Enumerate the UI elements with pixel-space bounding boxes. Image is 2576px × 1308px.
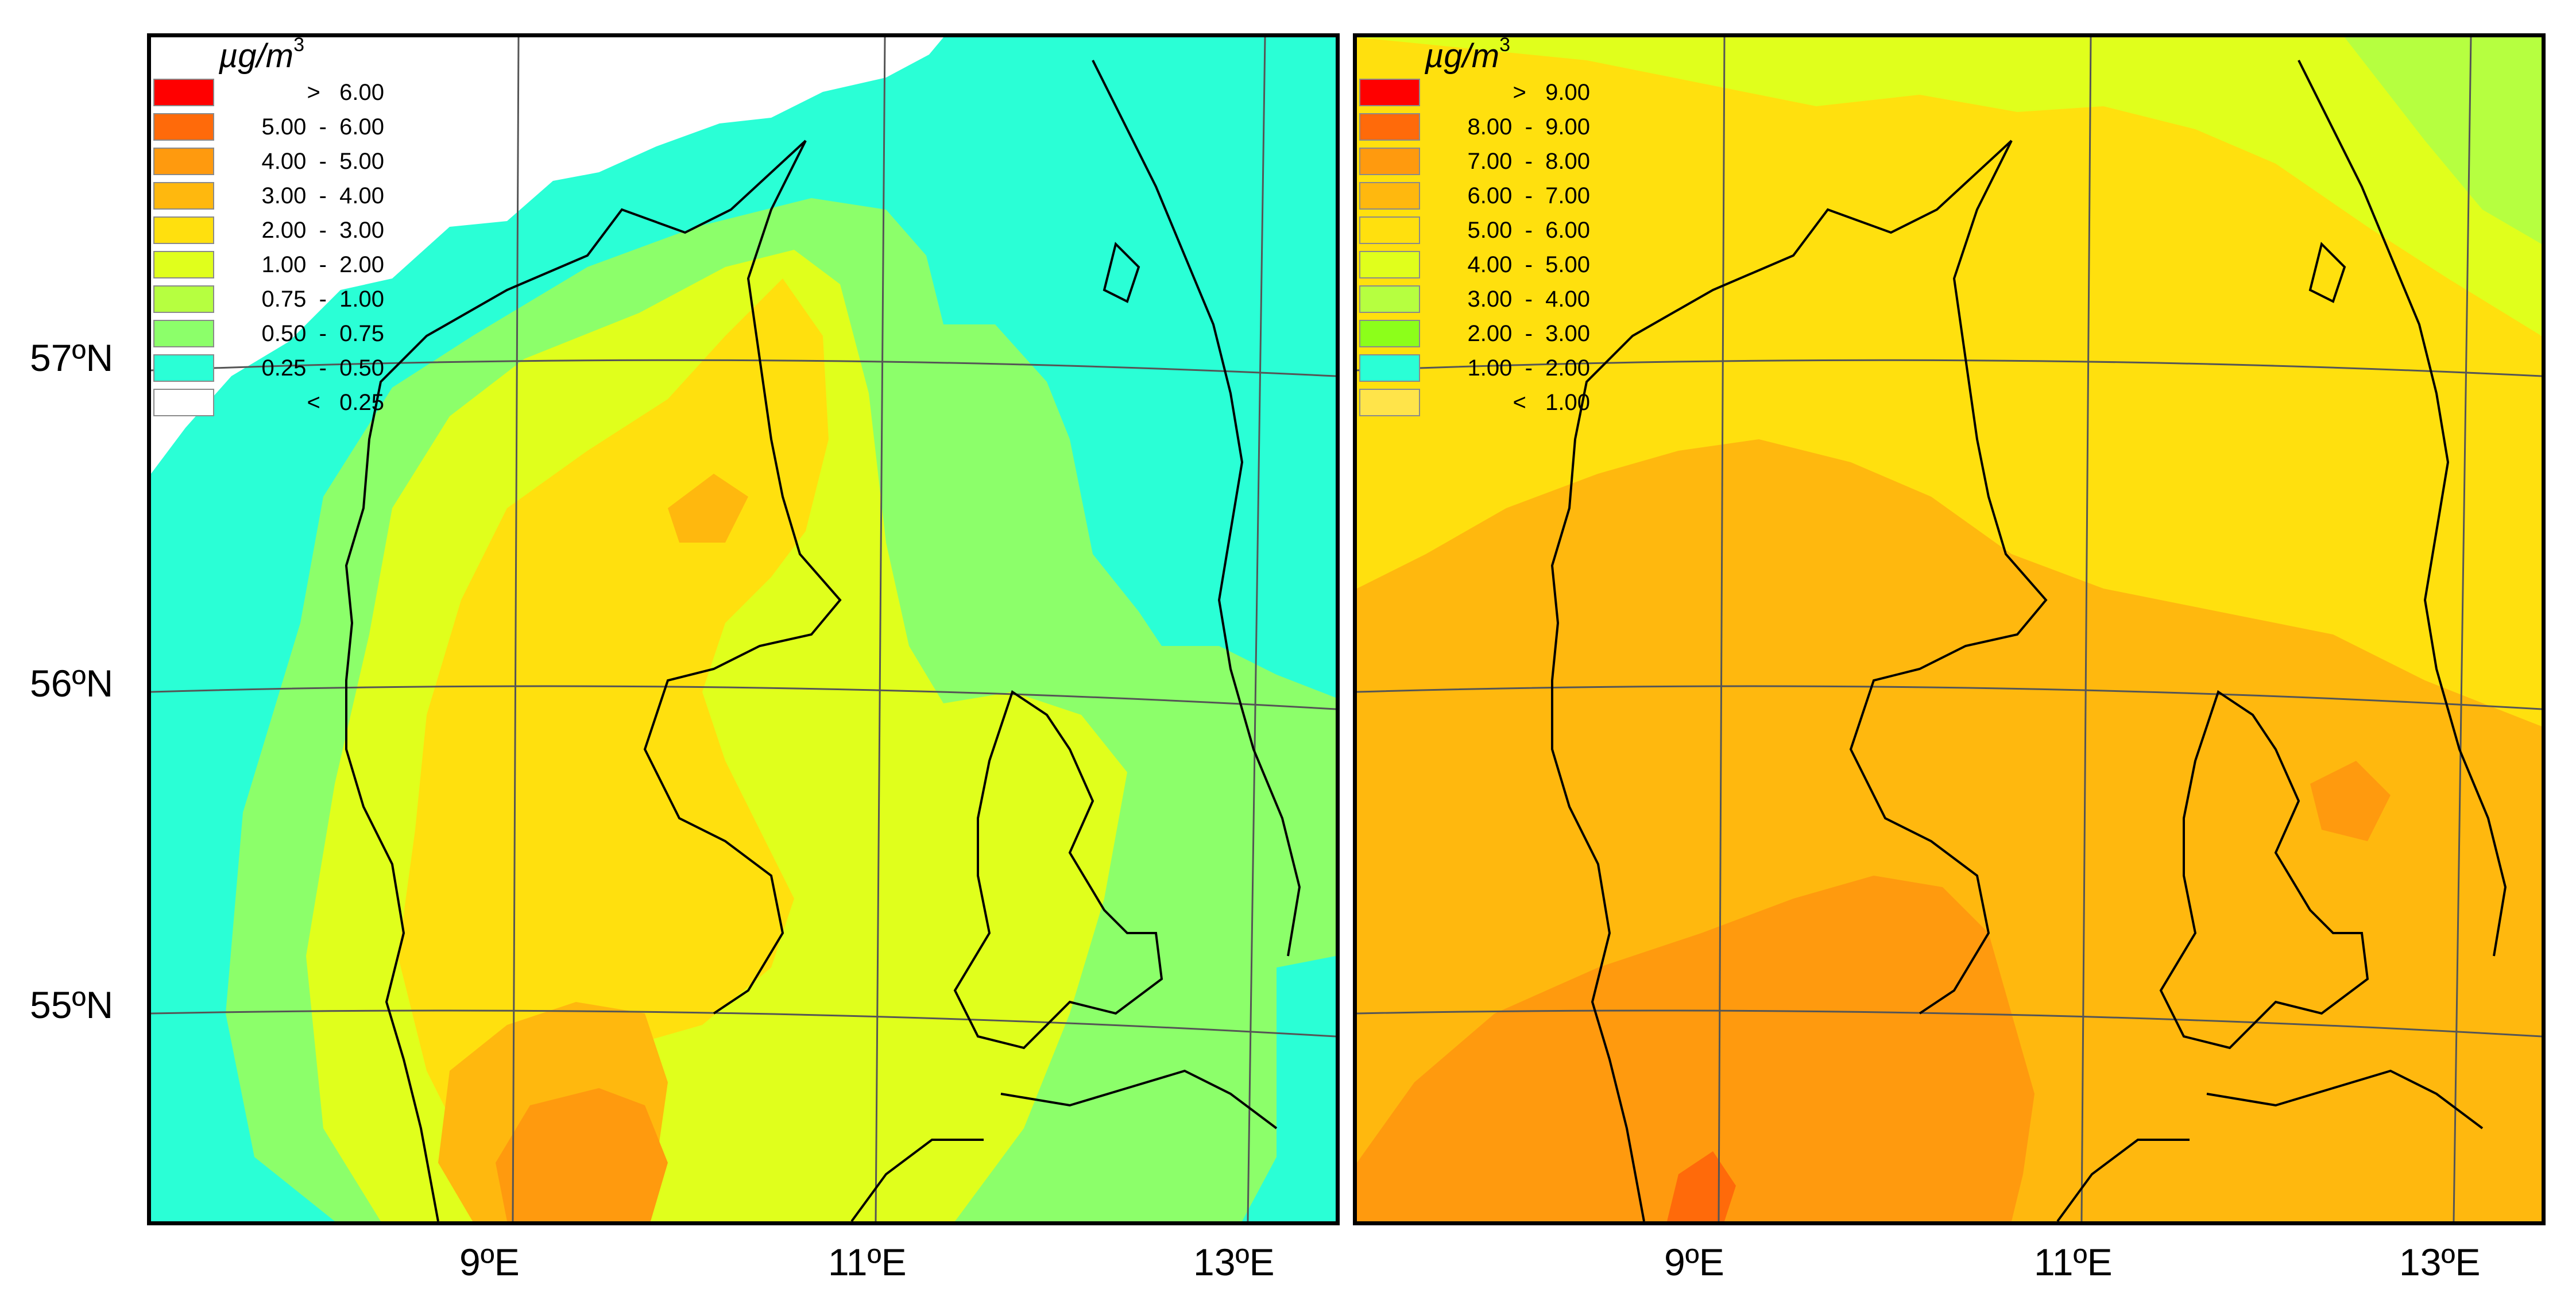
legend-label: 4.00 - 5.00 — [261, 149, 384, 174]
legend-swatch — [1359, 148, 1420, 175]
coastline-right — [1550, 60, 2507, 1221]
legend-swatch — [1359, 354, 1420, 382]
legend-label: 2.00 - 3.00 — [261, 218, 384, 243]
legend-label: 1.00 - 2.00 — [1467, 355, 1590, 381]
legend-row: 5.00 - 6.00 — [1359, 214, 1600, 246]
legend-label: 0.25 - 0.50 — [261, 355, 384, 381]
legend-label: < 1.00 — [1513, 390, 1590, 415]
legend-row: 0.50 - 0.75 — [153, 318, 394, 350]
legend-swatch — [1359, 389, 1420, 416]
legend-label: 0.50 - 0.75 — [261, 321, 384, 346]
lat-label-56n: 56ºN — [30, 662, 114, 705]
concentration-map-left: µg/m3 > 6.00 5.00 - 6.00 4.00 - 5.00 3.00 -… — [147, 33, 1340, 1225]
legend-label: 0.75 - 1.00 — [261, 287, 384, 312]
legend-swatch — [153, 79, 214, 106]
legend-label: 7.00 - 8.00 — [1467, 149, 1590, 174]
field-band-4b — [668, 474, 748, 543]
legend-label: 5.00 - 6.00 — [1467, 218, 1590, 243]
legend-row: 8.00 - 9.00 — [1359, 111, 1600, 143]
legend-row: 4.00 - 5.00 — [153, 145, 394, 177]
lon-label-11e-left: 11ºE — [828, 1241, 907, 1283]
field-band-5 — [496, 1088, 668, 1221]
map-canvas-left — [151, 37, 1336, 1221]
legend-label: 6.00 - 7.00 — [1467, 183, 1590, 208]
legend-label: 1.00 - 2.00 — [261, 252, 384, 277]
legend-row: 0.25 - 0.50 — [153, 352, 394, 384]
legend-label: 5.00 - 6.00 — [261, 114, 384, 140]
legend-row: 1.00 - 2.00 — [153, 249, 394, 281]
legend-swatch — [153, 148, 214, 175]
legend-swatch — [153, 354, 214, 382]
field-band-r2 — [2345, 37, 2542, 244]
legend-row: 2.00 - 3.00 — [153, 214, 394, 246]
legend-row: 3.00 - 4.00 — [153, 180, 394, 212]
legend-row: < 1.00 — [1359, 386, 1600, 419]
lon-label-13e-right: 13ºE — [2399, 1241, 2481, 1283]
concentration-map-right: µg/m3 > 9.00 8.00 - 9.00 7.00 - 8.00 6.00 -… — [1353, 33, 2546, 1225]
lat-label-55n: 55ºN — [30, 984, 114, 1026]
legend-unit-right: µg/m3 — [1425, 34, 1511, 75]
field-band-r4 — [1357, 876, 2035, 1221]
graticule-right — [1357, 37, 2542, 1221]
legend-row: 6.00 - 7.00 — [1359, 180, 1600, 212]
lon-label-11e-right: 11ºE — [2034, 1241, 2113, 1283]
legend-row: 5.00 - 6.00 — [153, 111, 394, 143]
legend-label: > 9.00 — [1513, 80, 1590, 105]
legend-swatch — [153, 320, 214, 347]
lon-label-9e-left: 9ºE — [459, 1241, 520, 1283]
lon-label-9e-right: 9ºE — [1664, 1241, 1724, 1283]
legend-unit-left: µg/m3 — [219, 34, 305, 75]
legend-row: 1.00 - 2.00 — [1359, 352, 1600, 384]
field-band-r4b — [2310, 761, 2391, 841]
legend-swatch — [153, 389, 214, 416]
legend-row: > 9.00 — [1359, 76, 1600, 109]
legend-swatch — [1359, 320, 1420, 347]
legend-swatch — [153, 216, 214, 244]
legend-swatch — [1359, 285, 1420, 313]
legend-swatch — [153, 182, 214, 210]
legend-label: > 6.00 — [307, 80, 384, 105]
legend-row: 0.75 - 1.00 — [153, 283, 394, 315]
legend-swatch — [1359, 113, 1420, 141]
legend-label: 2.00 - 3.00 — [1467, 321, 1590, 346]
lon-label-13e-left: 13ºE — [1193, 1241, 1275, 1283]
legend-row: > 6.00 — [153, 76, 394, 109]
graticule-left — [151, 37, 1336, 1221]
legend-swatch — [1359, 182, 1420, 210]
legend-label: < 0.25 — [307, 390, 384, 415]
map-canvas-right — [1357, 37, 2542, 1221]
legend-label: 8.00 - 9.00 — [1467, 114, 1590, 140]
legend-swatch — [1359, 216, 1420, 244]
legend-row: 3.00 - 4.00 — [1359, 283, 1600, 315]
legend-label: 3.00 - 4.00 — [261, 183, 384, 208]
legend-label: 3.00 - 4.00 — [1467, 287, 1590, 312]
legend-row: 2.00 - 3.00 — [1359, 318, 1600, 350]
field-band-r1 — [1357, 37, 2542, 336]
legend-row: 4.00 - 5.00 — [1359, 249, 1600, 281]
legend-swatch — [153, 251, 214, 278]
legend-row: 7.00 - 8.00 — [1359, 145, 1600, 177]
legend-row: < 0.25 — [153, 386, 394, 419]
legend-label: 4.00 - 5.00 — [1467, 252, 1590, 277]
coastline-left — [345, 60, 1301, 1221]
field-low-0 — [151, 37, 943, 474]
legend-swatch — [153, 113, 214, 141]
legend-swatch — [1359, 79, 1420, 106]
legend-swatch — [153, 285, 214, 313]
legend-swatch — [1359, 251, 1420, 278]
lat-label-57n: 57ºN — [30, 336, 114, 379]
